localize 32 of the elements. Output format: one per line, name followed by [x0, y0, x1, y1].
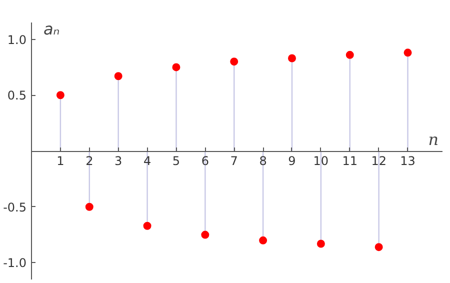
point [56, 91, 64, 100]
point [143, 222, 152, 230]
x-tick-label: 8 [259, 154, 267, 168]
point [114, 72, 122, 80]
x-tick-label: 9 [288, 154, 296, 168]
point [201, 230, 210, 239]
x-tick-label: 6 [201, 154, 209, 168]
x-tick-label: 4 [143, 154, 152, 168]
x-axis-title: n [428, 130, 439, 149]
y-axis-title: aₙ [44, 20, 60, 38]
point [374, 243, 383, 252]
y-tick-label: -0.5 [3, 200, 27, 214]
x-tick-label: 7 [230, 154, 238, 168]
y-tick-label: 0.5 [7, 88, 27, 103]
x-tick-label: 12 [371, 154, 386, 168]
x-tick-label: 3 [114, 154, 122, 168]
point [346, 50, 354, 59]
point [259, 236, 268, 244]
point [288, 54, 296, 62]
x-tick-label: 11 [342, 154, 358, 168]
x-tick-label: 1 [56, 154, 64, 168]
x-tick-label: 2 [86, 154, 94, 168]
y-tick-label: 1.0 [7, 32, 27, 47]
y-tick-label: -1.0 [3, 256, 27, 270]
point [316, 240, 325, 248]
point [230, 58, 238, 66]
point [172, 63, 180, 72]
x-tick-label: 10 [313, 154, 329, 168]
point [85, 202, 94, 211]
x-tick-label: 13 [400, 154, 416, 168]
point [404, 48, 412, 57]
x-tick-label: 5 [172, 154, 180, 168]
